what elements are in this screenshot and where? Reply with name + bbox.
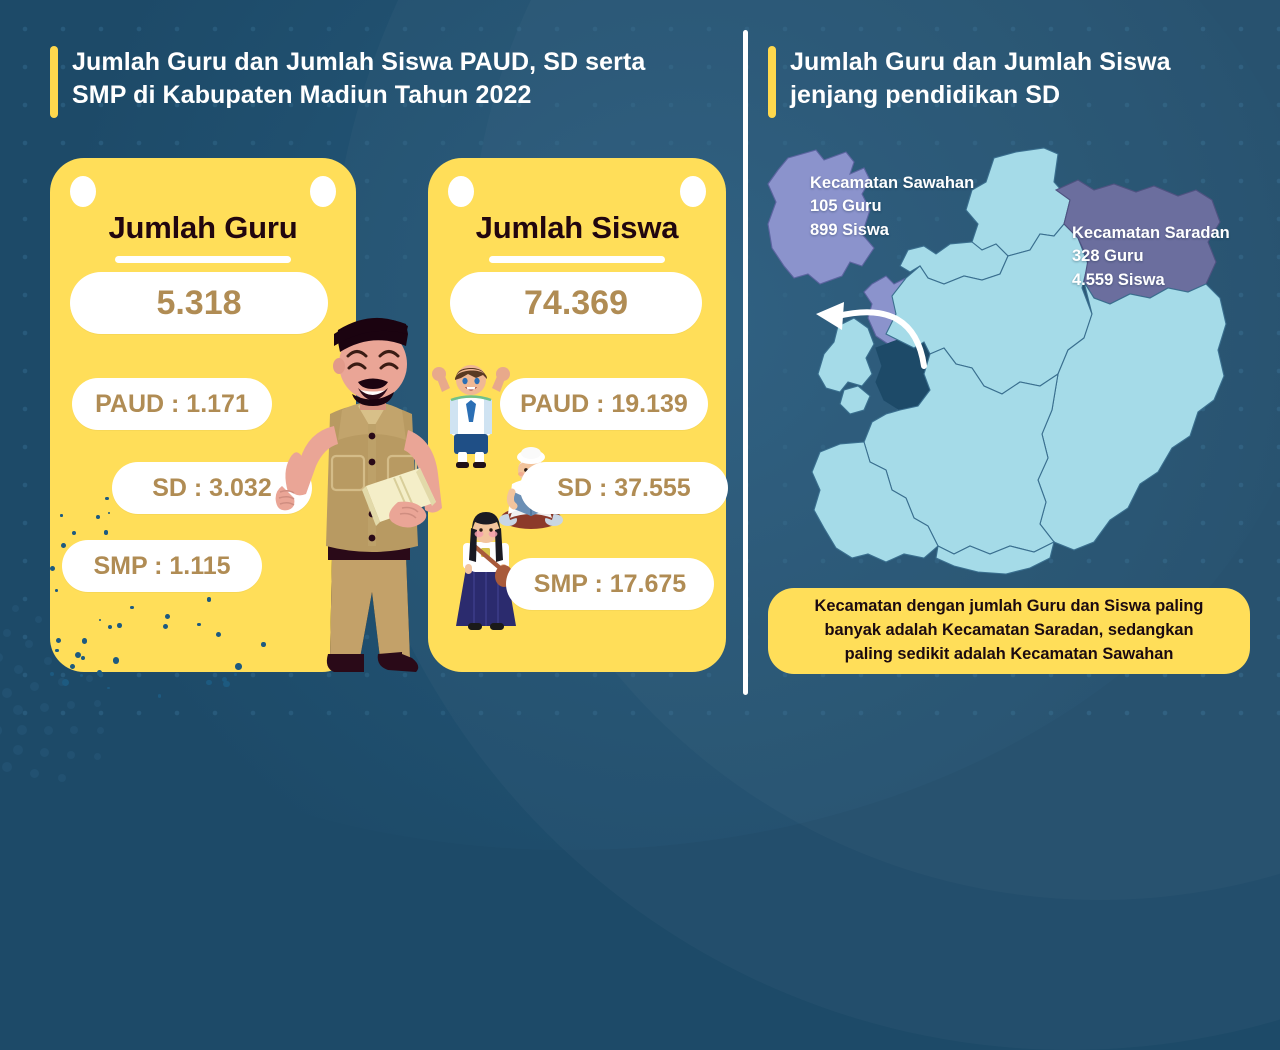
map-caption-box: Kecamatan dengan jumlah Guru dan Siswa p… [768,588,1250,674]
left-header-title: Jumlah Guru dan Jumlah Siswa PAUD, SD se… [72,48,646,109]
map-label-sawahan: Kecamatan Sawahan 105 Guru 899 Siswa [810,174,975,239]
card-hole-right [680,176,706,207]
teacher-illustration [275,317,442,672]
siswa-smp-value: SMP : 17.675 [506,558,714,610]
header-accent-bar [50,46,58,118]
card-title-underline [489,256,665,263]
map-label-saradan: Kecamatan Saradan 328 Guru 4.559 Siswa [1072,224,1230,289]
siswa-sd-value: SD : 37.555 [520,462,728,514]
card-hole-right [310,176,336,207]
guru-paud-value: PAUD : 1.171 [72,378,272,430]
card-guru-title: Jumlah Guru [108,210,298,245]
student-boy-illustration [432,365,510,468]
card-title-underline [115,256,291,263]
map-region-sawahan-inset [767,149,875,285]
card-siswa-title: Jumlah Siswa [475,210,679,245]
section-divider [743,30,748,695]
siswa-total-value: 74.369 [450,272,702,334]
map-svg: .kec{fill:#a5dbe8;stroke:#3a6f8f;stroke-… [767,147,1227,575]
guru-smp-value: SMP : 1.115 [62,540,262,592]
guru-total-value: 5.318 [70,272,328,334]
map-kabupaten-madiun: .kec{fill:#a5dbe8;stroke:#3a6f8f;stroke-… [758,138,1266,586]
right-section-header: Jumlah Guru dan Jumlah Siswa jenjang pen… [768,46,1171,118]
header-accent-bar [768,46,776,118]
siswa-paud-value: PAUD : 19.139 [500,378,708,430]
map-callout-arrow [816,302,927,369]
card-hole-left [70,176,96,207]
right-header-title: Jumlah Guru dan Jumlah Siswa jenjang pen… [790,48,1171,109]
left-section-header: Jumlah Guru dan Jumlah Siswa PAUD, SD se… [50,46,645,118]
card-hole-left [448,176,474,207]
map-region-group [811,147,1227,575]
